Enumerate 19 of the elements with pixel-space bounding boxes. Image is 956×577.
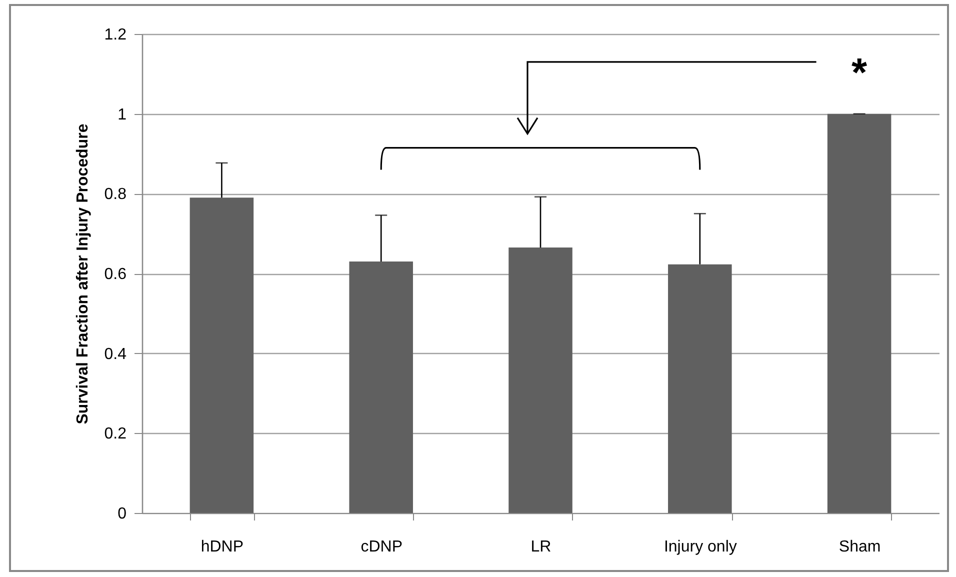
bar [508, 248, 572, 513]
annotation: * [852, 51, 868, 95]
bar [190, 198, 254, 513]
bar [827, 114, 892, 513]
y-axis-title: Survival Fraction after Injury Procedure [74, 124, 92, 424]
bar [349, 262, 413, 513]
x-tick-label: Sham [838, 538, 881, 556]
x-tick-label: cDNP [360, 538, 402, 556]
x-tick-label: Injury only [664, 538, 737, 556]
y-tick-label: 1 [118, 106, 127, 124]
y-tick-label: 0.6 [104, 266, 127, 283]
y-tick-label: 0 [118, 506, 127, 522]
x-tick-label: LR [530, 538, 552, 556]
y-tick-label: 0.4 [104, 346, 127, 363]
y-tick-label: 0.2 [104, 426, 127, 443]
bar [668, 264, 732, 513]
y-tick-label: 1.2 [104, 26, 127, 44]
x-tick-label: hDNP [200, 538, 244, 556]
y-tick-label: 0.8 [104, 186, 127, 204]
